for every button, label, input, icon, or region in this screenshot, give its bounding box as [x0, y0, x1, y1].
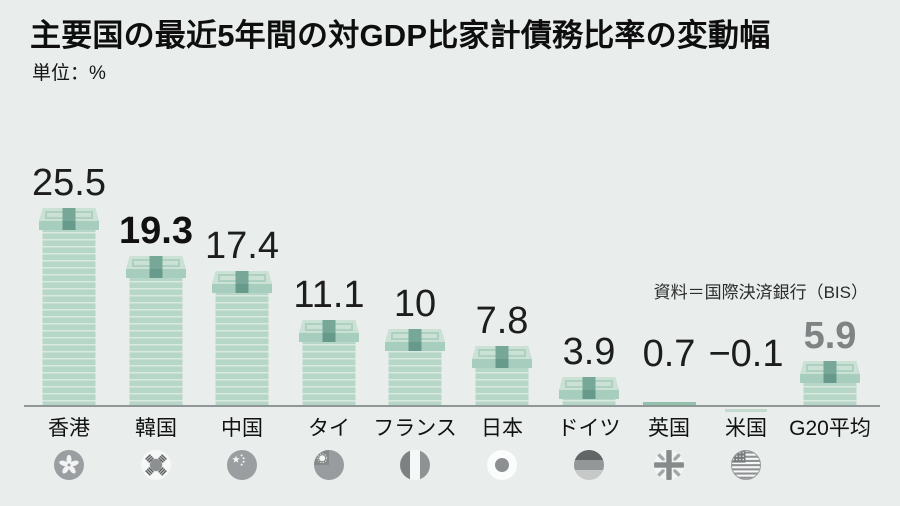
flag-japan-icon — [487, 450, 517, 480]
value-label-g20-average: 5.9 — [803, 315, 857, 357]
category-label-japan: 日本 — [481, 417, 523, 440]
unit-label: 単位：% — [32, 63, 106, 84]
value-label-france: 10 — [393, 283, 437, 325]
flag-thailand-icon — [314, 450, 344, 480]
category-label-france: フランス — [373, 417, 457, 440]
bar-thailand — [299, 320, 359, 407]
money-stack-south-korea — [129, 278, 183, 407]
page-title: 主要国の最近5年間の対GDP比家計債務比率の変動幅 — [30, 18, 771, 53]
flag-usa-icon — [731, 450, 761, 480]
value-label-china: 17.4 — [205, 225, 279, 267]
flag-hong-kong-icon — [54, 450, 84, 480]
money-cap-g20-average — [800, 361, 860, 383]
value-label-usa: −0.1 — [708, 333, 784, 375]
category-label-uk: 英国 — [648, 417, 690, 440]
value-label-hong-kong: 25.5 — [32, 162, 106, 204]
bar-hong-kong — [39, 208, 99, 407]
flag-germany-icon — [574, 450, 604, 480]
x-axis-line — [24, 405, 880, 407]
money-cap-thailand — [299, 320, 359, 342]
category-label-usa: 米国 — [725, 417, 767, 440]
bar-south-korea — [126, 256, 186, 407]
category-label-hong-kong: 香港 — [48, 417, 90, 440]
money-stack-france — [388, 351, 442, 407]
value-label-uk: 0.7 — [642, 333, 696, 375]
bar-germany — [559, 377, 619, 407]
money-stack-japan — [475, 368, 529, 407]
bar-usa — [725, 409, 767, 412]
bar-japan — [472, 346, 532, 407]
bar-uk — [642, 402, 696, 407]
flag-china-icon — [227, 450, 257, 480]
category-label-south-korea: 韓国 — [135, 417, 177, 440]
money-cap-japan — [472, 346, 532, 368]
bar-france — [385, 329, 445, 407]
money-stack-china — [215, 293, 269, 407]
flag-uk-icon — [654, 450, 684, 480]
money-stack-thailand — [302, 342, 356, 407]
source-label: 資料＝国際決済銀行（BIS） — [653, 283, 868, 302]
money-cap-france — [385, 329, 445, 351]
money-stack-germany — [562, 399, 616, 407]
money-cap-germany — [559, 377, 619, 399]
bar-china — [212, 271, 272, 407]
flag-france-icon — [400, 450, 430, 480]
category-label-china: 中国 — [221, 417, 263, 440]
money-stack-g20-average — [803, 383, 857, 407]
flag-south-korea-icon — [141, 450, 171, 480]
category-label-thailand: タイ — [308, 417, 350, 440]
category-label-germany: ドイツ — [557, 417, 621, 440]
value-label-germany: 3.9 — [562, 331, 616, 373]
value-label-japan: 7.8 — [475, 300, 529, 342]
money-stack-hong-kong — [42, 230, 96, 407]
money-cap-china — [212, 271, 272, 293]
value-label-thailand: 11.1 — [293, 274, 365, 316]
category-label-g20-average: G20平均 — [789, 417, 871, 440]
value-label-south-korea: 19.3 — [119, 210, 193, 252]
money-cap-hong-kong — [39, 208, 99, 230]
bar-g20-average — [800, 361, 860, 407]
money-cap-south-korea — [126, 256, 186, 278]
